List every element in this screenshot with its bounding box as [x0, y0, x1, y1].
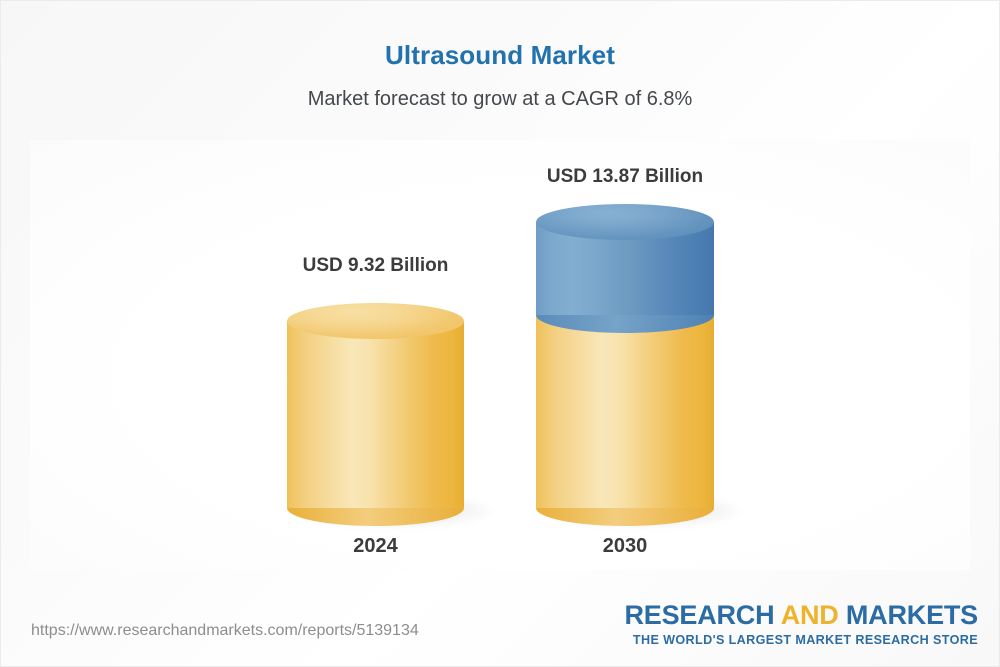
logo-tagline: THE WORLD'S LARGEST MARKET RESEARCH STOR…	[632, 633, 978, 647]
bar-top-cap-2030	[536, 204, 714, 240]
logo-wordmark: RESEARCH AND MARKETS	[624, 602, 978, 629]
logo-word-and: AND	[780, 600, 839, 630]
chart-subtitle: Market forecast to grow at a CAGR of 6.8…	[307, 88, 693, 110]
bar-value-label-2024: USD 9.32 Billion	[302, 255, 449, 276]
bar-group-2024: USD 9.32 Billion 2024	[287, 160, 491, 560]
bar-top-cap-2024	[287, 303, 464, 339]
logo-word-markets: MARKETS	[838, 600, 978, 630]
plot-background	[30, 140, 970, 570]
report-url[interactable]: https://www.researchandmarkets.com/repor…	[31, 622, 419, 639]
chart-title: Ultrasound Market	[385, 40, 615, 70]
bar-category-label-2030: 2030	[602, 535, 648, 557]
bar-group-2030: USD 13.87 Billion 2030	[536, 160, 740, 560]
logo-word-research: RESEARCH	[624, 600, 781, 630]
research-and-markets-logo[interactable]: RESEARCH AND MARKETS THE WORLD'S LARGEST…	[624, 602, 978, 648]
bar-body-2024	[287, 321, 464, 508]
bar-base-body-2030	[536, 315, 714, 508]
bar-value-label-2030: USD 13.87 Billion	[546, 166, 704, 187]
bar-category-label-2024: 2024	[353, 535, 398, 557]
